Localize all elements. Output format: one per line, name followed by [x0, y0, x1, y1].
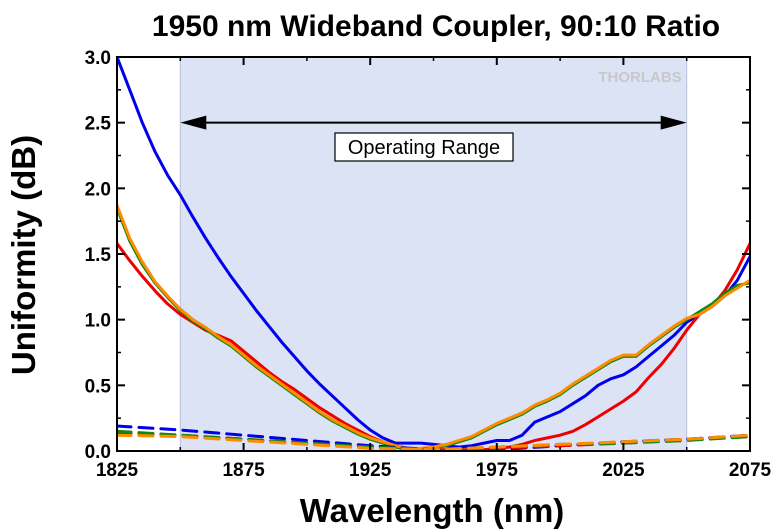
operating-range-label-box	[334, 132, 514, 162]
operating-range-shade	[179, 56, 688, 452]
chart-title: 1950 nm Wideband Coupler, 90:10 Ratio	[152, 10, 720, 43]
operating-range-label: Operating Range	[348, 137, 500, 159]
x-axis-title: Wavelength (nm)	[300, 492, 565, 529]
thorlabs-logo: THORLABS	[598, 69, 681, 86]
operating-range-arrowhead-left	[180, 115, 207, 130]
y-axis-title: Uniformity (dB)	[5, 135, 42, 375]
y-tick-label-4: 2.0	[85, 179, 111, 200]
x-tick-label-0: 1825	[96, 460, 139, 481]
x-tick-label-1: 1875	[222, 460, 265, 481]
x-tick-label-5: 2075	[729, 460, 772, 481]
y-tick-label-0: 0.0	[85, 442, 111, 463]
y-tick-label-1: 0.5	[85, 376, 112, 397]
x-tick-label-3: 1975	[476, 460, 519, 481]
y-tick-label-3: 1.5	[85, 245, 112, 266]
x-tick-label-4: 2025	[602, 460, 645, 481]
y-tick-label-5: 2.5	[85, 114, 112, 135]
operating-range-annotation: Operating Range	[180, 115, 687, 162]
plot-background: THORLABS	[179, 56, 688, 452]
axes: 1825 1875 1925 1975 2025 2075 0.0 0.5 1.0 1.5 2.0 2…	[85, 48, 772, 481]
y-tick-label-6: 3.0	[85, 48, 111, 69]
operating-range-arrowhead-right	[660, 115, 687, 130]
x-tick-label-2: 1925	[349, 460, 392, 481]
y-tick-label-2: 1.0	[85, 311, 111, 332]
series-line-1-solid	[117, 57, 750, 449]
